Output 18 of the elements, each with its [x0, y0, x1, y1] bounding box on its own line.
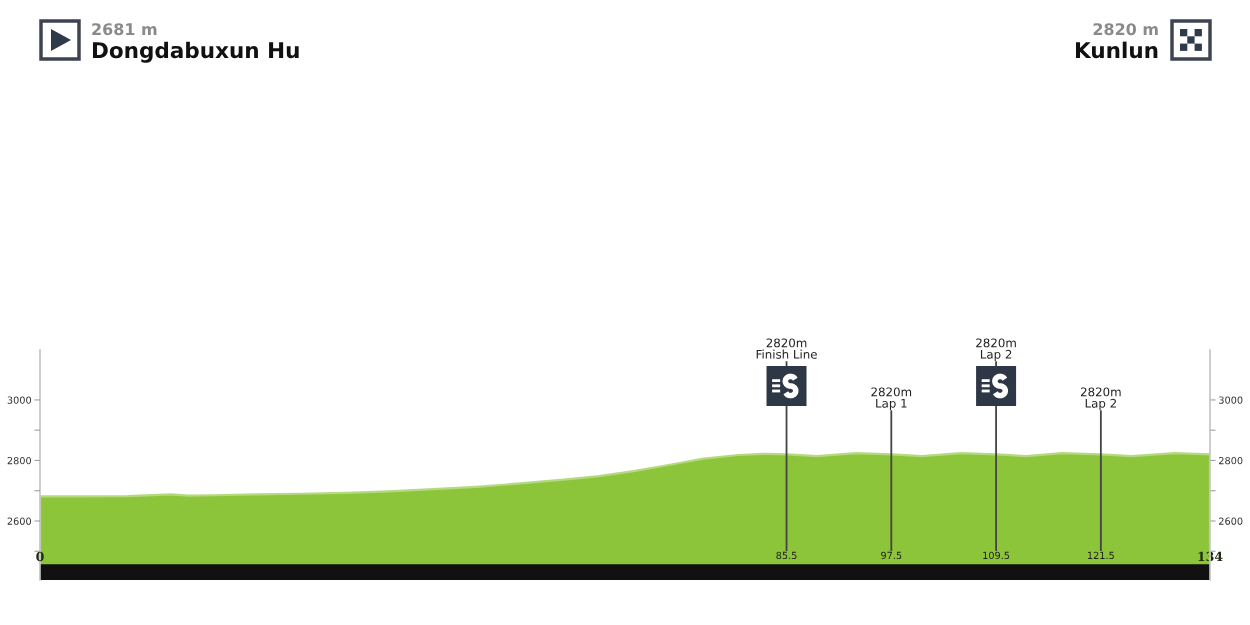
y-tick-label: 3000	[7, 396, 32, 404]
x-tick-label: 85.5	[776, 551, 797, 560]
x-tick-label: 121.5	[1088, 551, 1114, 560]
y-tick-label: 2600	[7, 517, 32, 525]
ref-line-label: 2820m Lap 2	[976, 338, 1016, 362]
text: Kunlun	[1075, 41, 1158, 59]
y2-tick-label: 3000	[1219, 396, 1243, 404]
ref-line-label: 2820m Lap 1	[871, 387, 912, 411]
ref-line-label: 2820m Finish Line	[756, 338, 817, 359]
ref-line-label: 2820m Lap 2	[1080, 387, 1121, 411]
x-tick-label: 109.5	[983, 551, 1010, 560]
text: 2820 m	[1093, 23, 1158, 36]
x-tick-label: 97.5	[881, 551, 902, 560]
y2-tick-label: 2800	[1219, 456, 1243, 465]
y2-tick-label: 2600	[1219, 517, 1243, 525]
text: 2681 m	[92, 23, 157, 36]
text: Dongdabuxun Hu	[92, 41, 299, 63]
y-tick-label: 2800	[7, 456, 32, 465]
